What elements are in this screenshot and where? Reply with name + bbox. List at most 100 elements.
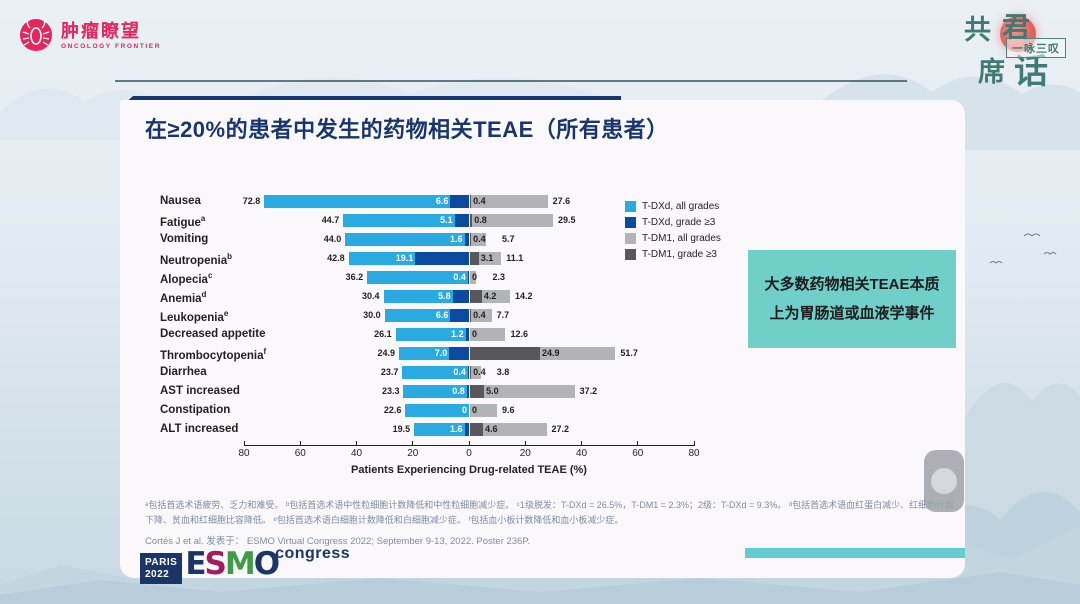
tdm1-all-grades-segment bbox=[470, 328, 506, 341]
watermark-badge bbox=[924, 450, 964, 512]
tdxd-grade3-segment bbox=[415, 252, 469, 265]
chart-row: Leukopeniae 6.6 30.0 0.4 7.7 bbox=[160, 306, 720, 325]
tdm1-all-grades-segment bbox=[482, 423, 547, 436]
x-axis-tick bbox=[637, 441, 639, 446]
legend-label: T-DXd, all grades bbox=[642, 200, 720, 212]
x-axis-tick-label: 60 bbox=[632, 448, 644, 459]
chart-row: AST increased 0.8 23.3 5.0 37.2 bbox=[160, 382, 720, 401]
tdxd-total-value: 23.3 bbox=[381, 386, 400, 396]
program-logo: 共 君 席 话 一咏三叹 bbox=[926, 6, 1066, 98]
tdxd-grade3-segment bbox=[450, 309, 469, 322]
tdm1-grade3-segment bbox=[470, 385, 485, 398]
tdm1-total-value: 14.2 bbox=[514, 291, 533, 301]
tdxd-bar: 6.6 bbox=[264, 195, 469, 208]
tdm1-grade3-segment bbox=[470, 347, 541, 360]
chart-row: ALT increased 1.6 19.5 4.6 27.2 bbox=[160, 420, 720, 439]
tdxd-all-grades-segment: 1.6 bbox=[345, 233, 465, 246]
watermark-circle-icon bbox=[931, 468, 957, 494]
tdxd-all-grades-segment: 0.4 bbox=[402, 366, 468, 379]
oncology-frontier-name-zh: 肿瘤瞭望 bbox=[61, 21, 141, 41]
x-axis-tick bbox=[524, 441, 526, 446]
tdm1-grade3-segment bbox=[470, 195, 472, 208]
tdm1-grade3-value: 0 bbox=[472, 405, 478, 415]
tdxd-total-value: 24.9 bbox=[377, 348, 395, 358]
tdxd-grade3-segment bbox=[454, 214, 469, 227]
x-axis-tick bbox=[581, 441, 582, 446]
esmo-letter: S bbox=[204, 546, 227, 582]
tdxd-grade3-segment bbox=[467, 271, 469, 284]
tdm1-all-grades-segment bbox=[471, 233, 487, 246]
tdm1-grade3-value: 0.4 bbox=[473, 310, 486, 320]
esmo-year: 2022 bbox=[145, 568, 170, 580]
tdxd-bar: 1.6 bbox=[345, 233, 469, 246]
chart-row: Thrombocytopeniaf 7.0 24.9 24.9 51.7 bbox=[160, 344, 720, 363]
tdxd-total-value: 44.7 bbox=[321, 215, 340, 225]
tdxd-all-grades-segment: 19.1 bbox=[348, 252, 416, 265]
tdm1-bar bbox=[470, 309, 492, 322]
slide-panel: 在≥20%的患者中发生的药物相关TEAE（所有患者） Nausea 6.6 72.8… bbox=[120, 100, 965, 584]
tdxd-total-value: 42.8 bbox=[327, 253, 345, 263]
tdxd-all-grades-segment: 5.8 bbox=[383, 290, 453, 303]
tdxd-all-grades-segment: 7.0 bbox=[398, 347, 450, 360]
tdxd-total-value: 22.6 bbox=[383, 405, 402, 415]
program-logo-char-1: 共 bbox=[964, 15, 991, 45]
row-plot: 5.1 44.7 0.8 29.5 bbox=[244, 214, 694, 227]
tdm1-grade3-value: 0.8 bbox=[474, 215, 487, 225]
tdxd-bar: 0.4 bbox=[402, 366, 469, 379]
esmo-letter: M bbox=[224, 546, 256, 582]
tdxd-all-grades-segment: 1.2 bbox=[395, 328, 466, 341]
tdm1-bar bbox=[470, 347, 616, 360]
row-plot: 0 22.6 0 9.6 bbox=[244, 404, 694, 417]
tdm1-grade3-value: 0.4 bbox=[473, 234, 486, 244]
tdm1-grade3-segment bbox=[470, 309, 472, 322]
tdxd-all-grades-segment: 0.4 bbox=[367, 271, 468, 284]
tdm1-bar bbox=[470, 423, 547, 436]
tdm1-bar bbox=[470, 385, 575, 398]
tdm1-all-grades-segment bbox=[471, 195, 548, 208]
chart-row: Nausea 6.6 72.8 0.4 27.6 bbox=[160, 192, 720, 211]
tdm1-grade3-value: 0.4 bbox=[473, 367, 486, 377]
program-logo-char-3: 席 bbox=[978, 57, 1005, 87]
tdm1-grade3-value: 0.4 bbox=[473, 196, 486, 206]
tdxd-total-value: 72.8 bbox=[242, 196, 261, 206]
chart-row: Neutropeniab 19.1 42.8 3.1 11.1 bbox=[160, 249, 720, 268]
legend-swatch-icon bbox=[625, 232, 636, 244]
tdm1-bar bbox=[470, 233, 487, 246]
x-axis-tick bbox=[412, 441, 414, 446]
tdxd-bar: 1.2 bbox=[395, 328, 469, 341]
esmo-letter: O bbox=[253, 546, 280, 582]
tdxd-grade3-segment bbox=[467, 366, 469, 379]
tdxd-grade3-segment bbox=[466, 385, 469, 398]
legend-label: T-DXd, grade ≥3 bbox=[642, 216, 716, 228]
tdxd-all-grades-segment: 0.8 bbox=[403, 385, 467, 398]
tdxd-grade3-segment bbox=[450, 195, 469, 208]
oncology-frontier-logo: 肿瘤瞭望 ONCOLOGY FRONTIER bbox=[17, 16, 161, 54]
category-label: Nausea bbox=[160, 195, 201, 207]
category-label: Decreased appetite bbox=[160, 328, 266, 340]
chart-rows: Nausea 6.6 72.8 0.4 27.6 Fatiguea 5.1 44.7 0.8 29… bbox=[160, 192, 720, 439]
category-label: Anemiad bbox=[160, 290, 207, 305]
tdm1-grade3-segment bbox=[470, 423, 483, 436]
slide-title: 在≥20%的患者中发生的药物相关TEAE（所有患者） bbox=[145, 117, 669, 142]
tdm1-all-grades-segment bbox=[478, 252, 502, 265]
tdm1-total-value: 3.8 bbox=[496, 367, 510, 377]
tdm1-total-value: 9.6 bbox=[502, 405, 515, 415]
tdm1-all-grades-segment bbox=[540, 347, 616, 360]
legend-item: T-DXd, grade ≥3 bbox=[625, 214, 721, 230]
citation: Cortés J et al. 发表于： ESMO Virtual Congre… bbox=[145, 536, 531, 547]
chart-row: Vomiting 1.6 44.0 0.4 5.7 bbox=[160, 230, 720, 249]
tdxd-bar: 1.6 bbox=[414, 423, 469, 436]
tdxd-bar: 0.8 bbox=[403, 385, 469, 398]
tdm1-total-value: 27.2 bbox=[551, 424, 570, 434]
legend-swatch-icon bbox=[625, 200, 636, 212]
x-axis-tick bbox=[243, 441, 245, 446]
tdxd-total-value: 30.0 bbox=[363, 310, 381, 320]
tdm1-grade3-value: 4.2 bbox=[483, 291, 497, 301]
crab-logo-icon bbox=[20, 19, 52, 51]
x-axis-tick-label: 0 bbox=[466, 448, 472, 459]
tdxd-total-value: 23.7 bbox=[380, 367, 399, 377]
tdm1-grade3-value: 5.0 bbox=[486, 386, 499, 396]
tdxd-total-value: 30.4 bbox=[361, 291, 380, 301]
tdxd-total-value: 26.1 bbox=[374, 329, 392, 339]
